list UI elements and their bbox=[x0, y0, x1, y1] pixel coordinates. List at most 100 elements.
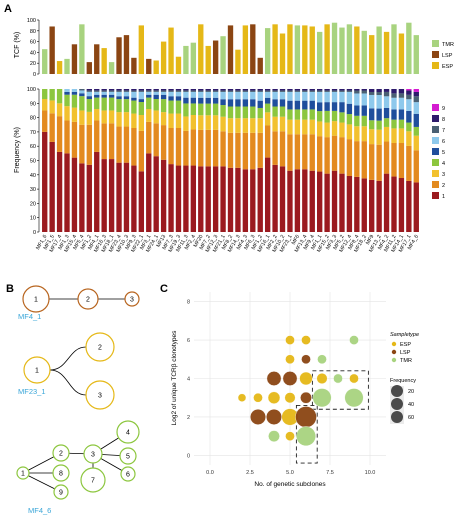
freq-bar-segment-9 bbox=[406, 89, 412, 91]
freq-bar-segment-7 bbox=[398, 93, 405, 98]
freq-bar-segment-2 bbox=[406, 145, 412, 181]
tree-node-label: 3 bbox=[91, 452, 95, 459]
freq-bar-segment-1 bbox=[146, 153, 152, 232]
freq-bar-segment-6 bbox=[317, 91, 323, 103]
freq-bar-segment-3 bbox=[101, 110, 107, 124]
freq-bar-segment-7 bbox=[220, 90, 226, 92]
freq-bar-segment-1 bbox=[183, 165, 189, 232]
freq-bar-segment-6 bbox=[138, 91, 144, 100]
freq-bar-segment-7 bbox=[94, 90, 100, 92]
freq-bar-segment-6 bbox=[257, 91, 263, 101]
freq-bar-segment-6 bbox=[287, 91, 293, 101]
tree-node-label: 7 bbox=[91, 478, 95, 485]
freq-bar-segment-3 bbox=[183, 116, 189, 131]
freq-bar-segment-8 bbox=[324, 89, 330, 91]
freq-bar-segment-1 bbox=[56, 151, 63, 232]
freq-bar-segment-4 bbox=[79, 96, 85, 111]
scatter-point-ESP bbox=[267, 391, 281, 404]
freq-bar-segment-7 bbox=[235, 90, 241, 92]
freq-bar-segment-1 bbox=[138, 171, 144, 232]
freq-bar-segment-3 bbox=[242, 118, 249, 133]
freq-bar-segment-8 bbox=[146, 89, 152, 91]
subclone-trees: 1 2 3 MF4_1 1 2 3 MF23_1 1 2 8 9 3 7 4 5 6 MF4_6 bbox=[16, 285, 140, 515]
freq-bar-segment-4 bbox=[227, 106, 234, 119]
tcf-bar bbox=[324, 24, 330, 74]
scatter-xtick-label: 5.0 bbox=[286, 470, 294, 476]
freq-bar-segment-5 bbox=[317, 102, 323, 112]
size-legend-label: 40 bbox=[408, 402, 414, 408]
freq-bar-segment-8 bbox=[116, 89, 122, 91]
freq-bar-segment-4 bbox=[56, 89, 63, 104]
freq-bar-segment-5 bbox=[153, 94, 159, 100]
tcf-ytick-label: 40 bbox=[30, 50, 36, 56]
freq-bar-segment-5 bbox=[190, 97, 197, 104]
freq-bar-segment-1 bbox=[272, 164, 278, 232]
freq-bar-segment-6 bbox=[383, 96, 390, 108]
scatter-legend-swatch bbox=[391, 357, 397, 363]
freq-bar-segment-1 bbox=[309, 170, 315, 232]
freq-bar-segment-8 bbox=[235, 89, 241, 91]
tree-node bbox=[116, 420, 140, 444]
freq-bar-segment-4 bbox=[42, 89, 48, 100]
freq-bar-segment-4 bbox=[324, 110, 330, 123]
freq-bar-segment-6 bbox=[205, 91, 211, 98]
freq-bar-segment-3 bbox=[94, 109, 100, 121]
freq-bar-segment-3 bbox=[406, 131, 412, 146]
freq-bar-segment-1 bbox=[131, 165, 137, 232]
freq-bar-segment-8 bbox=[168, 89, 174, 91]
freq-bar-segment-8 bbox=[279, 89, 286, 91]
freq-xtick-label: MF13 bbox=[156, 234, 168, 249]
freq-bar-segment-4 bbox=[369, 120, 375, 130]
freq-bar-segment-5 bbox=[108, 94, 115, 98]
freq-bar-segment-4 bbox=[391, 119, 397, 129]
freq-bar-segment-3 bbox=[168, 113, 174, 128]
size-legend-label: 60 bbox=[408, 415, 414, 421]
scatter-point-ESP bbox=[299, 371, 313, 386]
freq-bar-segment-1 bbox=[317, 171, 323, 232]
tcf-bar bbox=[383, 31, 390, 75]
freq-bar-segment-4 bbox=[287, 109, 293, 120]
tcf-bar bbox=[220, 36, 226, 74]
freq-bar-segment-5 bbox=[79, 93, 85, 97]
freq-bar-segment-7 bbox=[369, 91, 375, 95]
freq-bar-segment-4 bbox=[250, 106, 256, 119]
freq-bar-segment-6 bbox=[94, 91, 100, 95]
freq-bar-segment-8 bbox=[198, 89, 204, 91]
freq-bar-segment-2 bbox=[250, 132, 256, 170]
freq-bar-segment-7 bbox=[391, 93, 397, 98]
tree-edge bbox=[49, 369, 87, 396]
freq-bar-segment-4 bbox=[346, 114, 353, 125]
tcf-bar bbox=[391, 24, 397, 74]
freq-bar-segment-6 bbox=[175, 91, 182, 97]
freq-legend-swatch bbox=[432, 115, 439, 122]
freq-xtick-label: MF6 bbox=[291, 234, 301, 246]
freq-bar-segment-3 bbox=[123, 112, 130, 127]
freq-bar-segment-5 bbox=[160, 94, 167, 100]
freq-bar-segment-4 bbox=[354, 115, 360, 127]
freq-bar-segment-6 bbox=[354, 93, 360, 106]
tcf-bar bbox=[339, 27, 345, 75]
freq-bar-segment-5 bbox=[354, 105, 360, 116]
tcf-bar-chart: TCF (%) 0 20 40 60 80 100 TMR LSP ESP bbox=[14, 18, 454, 78]
freq-bar-segment-2 bbox=[331, 135, 338, 171]
tcf-ytick-label: 20 bbox=[30, 61, 36, 67]
freq-legend-label: 8 bbox=[442, 117, 445, 123]
freq-bar-segment-2 bbox=[94, 120, 100, 152]
freq-bar-segment-2 bbox=[42, 110, 48, 132]
tree-node bbox=[80, 467, 106, 493]
freq-bar-segment-1 bbox=[198, 166, 204, 232]
freq-bar-segment-2 bbox=[160, 125, 167, 160]
freq-bar-segment-5 bbox=[279, 99, 286, 107]
freq-bar-segment-6 bbox=[302, 91, 308, 101]
tcf-legend-swatch bbox=[432, 51, 439, 58]
tree-label: MF4_6 bbox=[28, 506, 51, 515]
freq-bar-segment-8 bbox=[175, 89, 182, 91]
freq-bar-segment-7 bbox=[101, 90, 107, 92]
freq-bar-segment-2 bbox=[302, 134, 308, 170]
freq-bar-segment-5 bbox=[369, 108, 375, 121]
freq-bar-segment-3 bbox=[346, 124, 353, 140]
freq-bar-segment-3 bbox=[131, 113, 137, 128]
scatter-legend-title: Sampletype bbox=[390, 332, 419, 338]
freq-bar-segment-5 bbox=[264, 97, 271, 104]
